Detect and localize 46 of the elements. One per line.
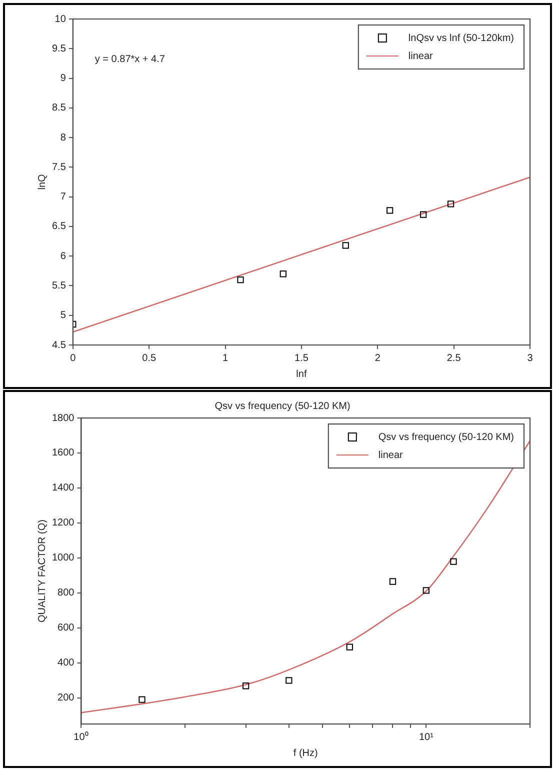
x-tick-label: 0.5 xyxy=(142,352,156,364)
y-tick-label: 4.5 xyxy=(52,340,66,351)
point xyxy=(447,200,454,208)
x-axis-title: f (Hz) xyxy=(293,748,318,759)
y-tick-label: 10 xyxy=(54,14,66,25)
legend-label: linear xyxy=(378,450,404,461)
point xyxy=(420,211,427,218)
y-axis-title: QUALITY FACTOR (Q) xyxy=(36,520,48,622)
legend-label: linear xyxy=(408,50,434,62)
x-tick-label: 0 xyxy=(70,352,76,364)
y-tick-label: 5.5 xyxy=(52,280,66,292)
x-axis-title: lnf xyxy=(296,368,307,380)
y-axis-title: lnQ xyxy=(36,174,48,190)
y-tick-label: 6 xyxy=(60,250,66,262)
y-tick-label: 8.5 xyxy=(52,102,66,114)
y-tick-label: 800 xyxy=(58,588,75,599)
y-tick-label: 1600 xyxy=(52,448,75,459)
y-tick-label: 600 xyxy=(58,622,75,634)
point xyxy=(280,270,286,278)
y-tick-label: 9 xyxy=(60,73,66,84)
y-tick-label: 1400 xyxy=(52,482,75,494)
point xyxy=(386,207,394,214)
y-tick-label: 7.5 xyxy=(52,162,66,173)
y-tick-label: 6.5 xyxy=(52,221,66,232)
x-tick-label: 10⁰ xyxy=(74,730,89,743)
annotation: y = 0.87*x + 4.7 xyxy=(94,54,166,65)
point xyxy=(342,242,349,249)
y-tick-label: 200 xyxy=(58,692,75,704)
y-tick-label: 9.5 xyxy=(52,43,66,54)
y-tick-label: 5 xyxy=(60,310,66,322)
x-tick-label: 2 xyxy=(374,352,381,364)
legend-label: lnQsv vs lnf (50-120km) xyxy=(408,32,514,44)
y-tick-label: 1000 xyxy=(52,552,75,564)
y-tick-label: 1800 xyxy=(52,412,75,424)
y-tick-label: 7 xyxy=(60,192,66,203)
x-tick-label: 1 xyxy=(222,352,228,364)
x-tick-label: 1.5 xyxy=(294,352,309,364)
x-tick-label: 3 xyxy=(527,352,534,364)
x-tick-label: 2.5 xyxy=(446,352,462,364)
y-tick-label: 1200 xyxy=(52,518,75,529)
x-tick-label: 10¹ xyxy=(418,732,434,743)
point xyxy=(237,276,244,284)
chart-title: Qsv vs frequency (50-120 KM) xyxy=(214,400,350,412)
y-tick-label: 8 xyxy=(60,132,66,144)
y-tick-label: 400 xyxy=(58,658,75,669)
legend-label: Qsv vs frequency (50-120 KM) xyxy=(378,432,514,443)
